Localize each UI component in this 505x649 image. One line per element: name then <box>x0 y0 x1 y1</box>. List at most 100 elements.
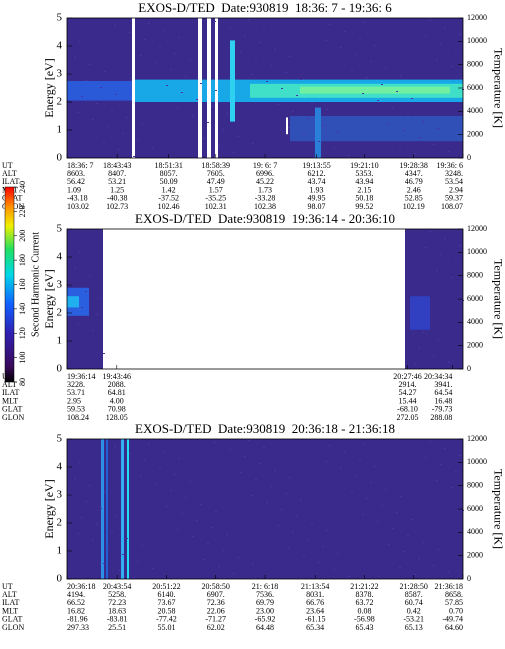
spectrogram-noise <box>411 309 413 310</box>
spectrogram-noise <box>178 458 180 459</box>
spectrogram-noise <box>155 483 157 484</box>
spectrogram-noise <box>74 478 76 479</box>
table-cell: 4194. <box>67 590 85 599</box>
spectrogram-noise <box>414 574 416 575</box>
spectrogram-noise <box>111 321 113 322</box>
table-cell: 19: 6: 7 <box>253 161 277 170</box>
table-cell: 53.54 <box>445 177 463 186</box>
spectrogram-noise <box>196 99 198 100</box>
spectrogram-noise <box>215 301 217 302</box>
spectrogram-noise <box>289 477 291 478</box>
spectrogram-noise <box>77 112 79 113</box>
spectrogram-noise <box>178 37 180 38</box>
spectrogram-noise <box>222 129 224 130</box>
spectrogram-noise <box>292 111 294 112</box>
table-cell: 53.21 <box>108 177 126 186</box>
colorbar-tick-label: 80 <box>18 378 27 386</box>
table-cell: 288.08 <box>430 413 452 422</box>
spectrogram-noise <box>403 130 405 131</box>
y2-tick-label: 4000 <box>467 317 483 326</box>
spectrogram-noise <box>103 142 105 143</box>
spectrogram-cell <box>315 107 321 158</box>
spectrogram-noise <box>455 50 457 51</box>
spectrogram-noise <box>70 284 72 285</box>
spectrogram-noise <box>185 76 187 77</box>
spectrogram-noise <box>326 320 328 321</box>
spectrogram-noise <box>233 573 235 574</box>
table-cell: 8057. <box>160 169 178 178</box>
spectrogram-noise <box>289 267 291 268</box>
table-cell: 8658. <box>445 590 463 599</box>
spectrogram-noise <box>281 88 283 89</box>
spectrogram-noise <box>177 319 179 320</box>
spectrogram-cell <box>198 18 202 158</box>
spectrogram-noise <box>270 65 272 66</box>
y2-tick-label: 0 <box>467 574 471 583</box>
table-cell: 8587. <box>405 590 423 599</box>
spectrogram-noise <box>215 511 217 512</box>
row-label: ILAT <box>2 598 19 607</box>
spectrogram-noise <box>399 146 401 147</box>
spectrogram-noise <box>448 572 450 573</box>
spectrogram-noise <box>296 516 298 517</box>
spectrogram-noise <box>192 536 194 537</box>
table-cell: 98.07 <box>308 202 326 211</box>
spectrogram-noise <box>177 529 179 530</box>
table-cell: -81.96 <box>67 615 88 624</box>
row-label: GLON <box>2 413 24 422</box>
table-cell: 64.48 <box>256 623 274 632</box>
table-cell: -83.81 <box>107 615 128 624</box>
spectrogram-cell <box>67 439 463 579</box>
spectrogram-noise <box>144 39 146 40</box>
spectrogram-noise <box>418 558 420 559</box>
spectrogram-noise <box>292 532 294 533</box>
table-cell: 18:36: 7 <box>67 161 93 170</box>
table-cell: 52.85 <box>405 194 423 203</box>
table-cell: -68.10 <box>397 405 418 414</box>
spectrogram-noise <box>422 542 424 543</box>
spectrogram-noise <box>192 326 194 327</box>
row-label: ILAT <box>2 177 19 186</box>
panel-title: EXOS-D/TED Date:930819 19:36:14 - 20:36:… <box>135 211 395 226</box>
spectrogram-noise <box>325 40 327 41</box>
spectrogram-noise <box>207 333 209 334</box>
spectrogram-noise <box>274 260 276 261</box>
spectrogram-noise <box>277 525 279 526</box>
table-cell: 21:36:18 <box>435 582 463 591</box>
spectrogram-noise <box>126 117 128 118</box>
spectrogram-noise <box>355 54 357 55</box>
spectrogram-noise <box>303 555 305 556</box>
spectrogram-noise <box>407 325 409 326</box>
spectrogram-noise <box>359 459 361 460</box>
spectrogram-noise <box>129 32 131 33</box>
spectrogram-noise <box>148 234 150 235</box>
table-cell: 43.94 <box>355 177 373 186</box>
spectrogram-noise <box>77 533 79 534</box>
spectrogram-noise <box>385 489 387 490</box>
spectrogram-noise <box>174 474 176 475</box>
spectrogram-noise <box>81 96 83 97</box>
spectrogram-noise <box>100 508 102 509</box>
spectrogram-noise <box>385 279 387 280</box>
spectrogram-noise <box>396 512 398 513</box>
spectrogram-noise <box>411 519 413 520</box>
spectrogram-noise <box>248 440 250 441</box>
table-cell: 6996. <box>256 169 274 178</box>
table-cell: 21:13:54 <box>301 582 329 591</box>
spectrogram-noise <box>263 447 265 448</box>
spectrogram-noise <box>251 285 253 286</box>
spectrogram-noise <box>214 442 216 443</box>
y-axis-label: Energy [eV] <box>42 269 56 328</box>
spectrogram-noise <box>440 254 442 255</box>
spectrogram-noise <box>263 237 265 238</box>
y-tick-label: 2 <box>57 517 63 529</box>
spectrogram-noise <box>133 156 135 157</box>
spectrogram-noise <box>285 72 287 73</box>
spectrogram-noise <box>185 287 187 288</box>
y2-tick-label: 4000 <box>467 527 483 536</box>
table-cell: 20:36:18 <box>67 582 95 591</box>
spectrogram-noise <box>218 145 220 146</box>
spectrogram-noise <box>144 460 146 461</box>
table-cell: -79.73 <box>432 405 453 414</box>
table-cell: 103.02 <box>67 202 89 211</box>
